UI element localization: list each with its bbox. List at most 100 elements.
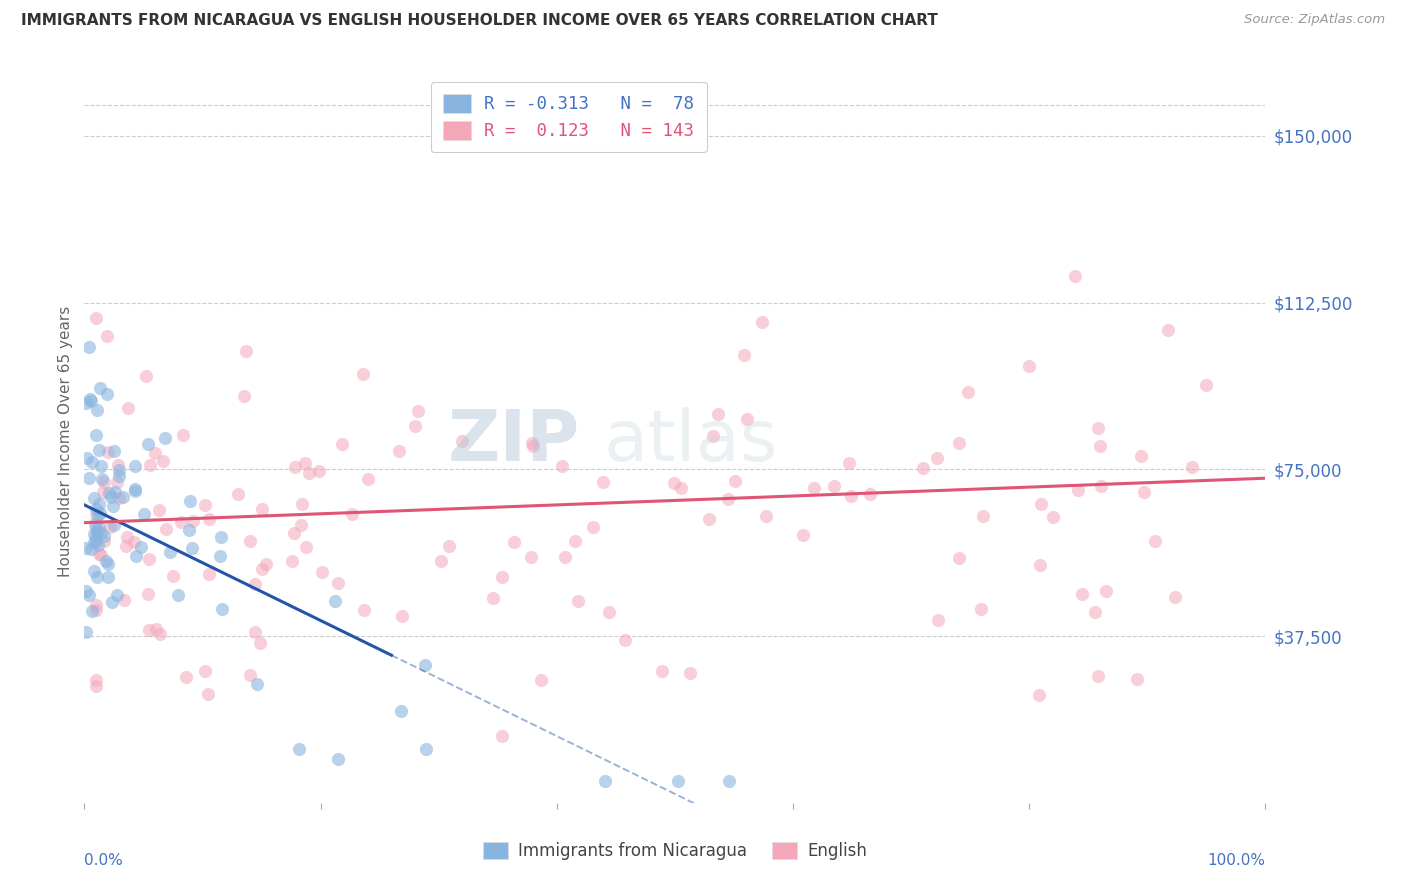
Text: ZIP: ZIP xyxy=(449,407,581,476)
Point xyxy=(530,673,553,687)
Point xyxy=(342,507,364,521)
Point xyxy=(136,586,159,600)
Point xyxy=(755,508,778,523)
Point xyxy=(89,497,111,511)
Point xyxy=(125,549,148,563)
Point xyxy=(93,475,115,489)
Point xyxy=(792,527,814,541)
Point xyxy=(84,679,107,693)
Point xyxy=(724,474,747,488)
Point xyxy=(75,625,97,640)
Point xyxy=(194,499,217,513)
Point xyxy=(735,412,758,426)
Point xyxy=(298,466,321,480)
Point xyxy=(198,512,221,526)
Point xyxy=(567,594,589,608)
Point xyxy=(80,541,103,556)
Point xyxy=(84,508,107,522)
Point xyxy=(80,394,103,409)
Point xyxy=(100,595,122,609)
Point xyxy=(84,534,107,549)
Point xyxy=(437,539,460,553)
Point xyxy=(100,490,122,504)
Point xyxy=(179,494,201,508)
Point xyxy=(1029,558,1052,572)
Point xyxy=(97,570,120,584)
Point xyxy=(122,534,145,549)
Point xyxy=(291,497,314,511)
Point xyxy=(159,545,181,559)
Point xyxy=(145,622,167,636)
Point xyxy=(134,507,156,521)
Point xyxy=(209,530,232,544)
Point xyxy=(105,588,128,602)
Point xyxy=(503,535,526,549)
Point xyxy=(84,428,107,442)
Point xyxy=(308,465,330,479)
Point xyxy=(239,533,262,548)
Point xyxy=(1156,323,1178,337)
Text: Source: ZipAtlas.com: Source: ZipAtlas.com xyxy=(1244,13,1385,27)
Point xyxy=(295,540,318,554)
Point xyxy=(491,729,513,743)
Point xyxy=(96,387,118,401)
Point xyxy=(167,588,190,602)
Point xyxy=(84,598,107,612)
Point xyxy=(197,687,219,701)
Point xyxy=(280,553,302,567)
Point xyxy=(76,451,98,466)
Point xyxy=(911,461,934,475)
Point xyxy=(97,444,120,458)
Point xyxy=(100,520,122,534)
Point xyxy=(972,508,994,523)
Point xyxy=(249,636,271,650)
Point xyxy=(706,407,728,421)
Point xyxy=(353,602,375,616)
Point xyxy=(733,348,755,362)
Point xyxy=(651,664,673,678)
Point xyxy=(148,502,170,516)
Point xyxy=(233,389,256,403)
Point xyxy=(491,570,513,584)
Point xyxy=(254,557,277,571)
Point xyxy=(699,512,721,526)
Point xyxy=(598,605,620,619)
Point xyxy=(1028,688,1050,702)
Point xyxy=(948,435,970,450)
Point xyxy=(311,566,333,580)
Point xyxy=(1087,669,1109,683)
Point xyxy=(520,550,543,565)
Point xyxy=(107,491,129,505)
Point xyxy=(859,487,882,501)
Text: 0.0%: 0.0% xyxy=(84,854,124,869)
Point xyxy=(112,490,135,504)
Point xyxy=(1143,534,1166,549)
Point xyxy=(77,339,100,353)
Point xyxy=(80,455,103,469)
Point xyxy=(83,564,105,578)
Point xyxy=(389,704,412,718)
Point xyxy=(1090,479,1112,493)
Point xyxy=(79,392,101,406)
Point xyxy=(593,773,616,788)
Point xyxy=(83,516,105,531)
Point xyxy=(290,517,312,532)
Point xyxy=(103,444,125,458)
Point xyxy=(104,485,127,500)
Point xyxy=(87,508,110,523)
Point xyxy=(326,575,349,590)
Point xyxy=(1163,591,1185,605)
Point xyxy=(86,525,108,540)
Point xyxy=(751,315,773,329)
Point xyxy=(1067,483,1090,497)
Point xyxy=(84,603,107,617)
Point xyxy=(90,548,112,562)
Point xyxy=(927,613,949,627)
Point xyxy=(413,658,436,673)
Point xyxy=(105,475,128,489)
Point xyxy=(107,458,129,472)
Point xyxy=(1071,587,1094,601)
Point xyxy=(839,489,862,503)
Point xyxy=(451,434,474,448)
Point xyxy=(86,402,108,417)
